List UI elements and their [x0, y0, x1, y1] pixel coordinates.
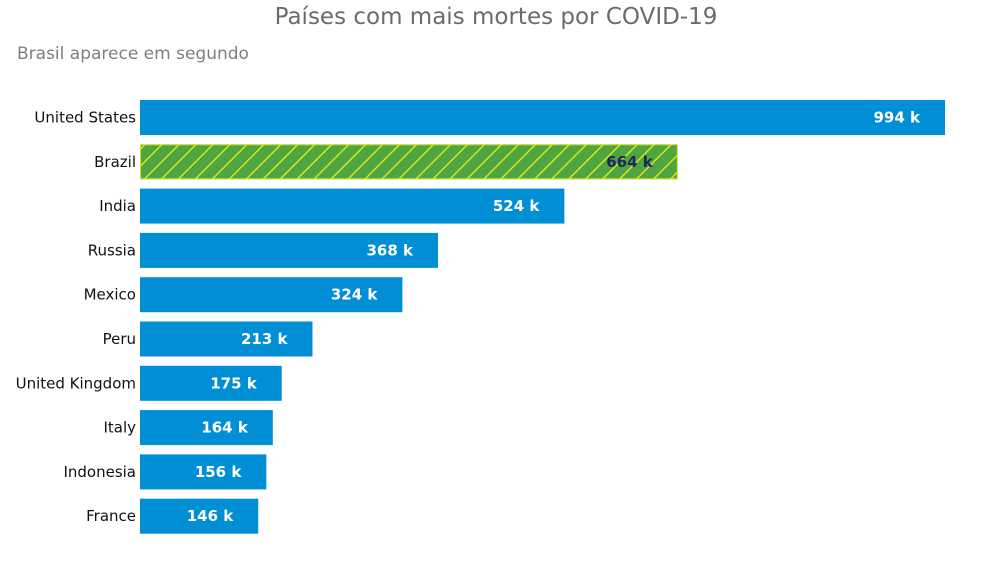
category-label: Russia [88, 241, 136, 259]
value-label: 664 k [606, 153, 654, 171]
value-label: 994 k [873, 109, 921, 127]
value-label: 213 k [241, 330, 289, 348]
category-label: France [86, 507, 136, 525]
chart-subtitle: Brasil aparece em segundo [17, 44, 249, 64]
bar-india [140, 188, 565, 224]
highlight-bar-border [140, 144, 678, 180]
category-label: Italy [103, 419, 136, 437]
value-label: 524 k [493, 197, 541, 215]
category-label: Peru [103, 330, 136, 348]
value-label: 175 k [210, 374, 258, 392]
bar-peru [140, 321, 313, 357]
bar-italy [140, 410, 273, 446]
value-label: 146 k [187, 507, 235, 525]
bar-france [140, 498, 259, 534]
category-label: Mexico [84, 286, 136, 304]
bar-mexico [140, 277, 403, 313]
value-label: 164 k [201, 419, 249, 437]
category-label: United States [34, 109, 136, 127]
bar-indonesia [140, 454, 267, 490]
bar-united-states [140, 100, 945, 135]
category-label: India [99, 197, 136, 215]
value-label: 156 k [195, 463, 243, 481]
category-label: Brazil [94, 153, 136, 171]
value-label: 368 k [367, 241, 415, 259]
bar-brazil [140, 144, 678, 180]
chart-title: Países com mais mortes por COVID-19 [274, 4, 718, 30]
bar-russia [140, 232, 439, 268]
category-label: Indonesia [63, 463, 136, 481]
bar-united-kingdom [140, 365, 282, 401]
category-label: United Kingdom [16, 374, 136, 392]
value-label: 324 k [331, 286, 379, 304]
